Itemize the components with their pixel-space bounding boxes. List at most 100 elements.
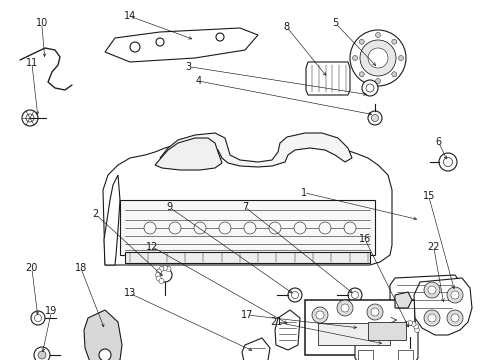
- Circle shape: [341, 304, 349, 312]
- Circle shape: [38, 351, 46, 359]
- Circle shape: [337, 300, 353, 316]
- Circle shape: [367, 304, 383, 320]
- Circle shape: [451, 291, 459, 299]
- Polygon shape: [242, 338, 270, 360]
- Circle shape: [404, 321, 409, 327]
- Circle shape: [144, 222, 156, 234]
- Text: 8: 8: [284, 22, 290, 32]
- Circle shape: [371, 308, 379, 316]
- Circle shape: [392, 72, 397, 77]
- Circle shape: [408, 320, 413, 325]
- Circle shape: [292, 292, 298, 298]
- Circle shape: [312, 307, 328, 323]
- Text: 6: 6: [436, 137, 441, 147]
- Circle shape: [366, 84, 374, 92]
- Circle shape: [169, 222, 181, 234]
- Text: 15: 15: [422, 191, 435, 201]
- Circle shape: [99, 349, 111, 360]
- Text: 3: 3: [186, 62, 192, 72]
- Circle shape: [428, 286, 436, 294]
- Polygon shape: [120, 200, 375, 255]
- Bar: [368, 322, 406, 340]
- Circle shape: [269, 222, 281, 234]
- Text: 16: 16: [359, 234, 371, 244]
- Polygon shape: [414, 278, 472, 335]
- Circle shape: [156, 38, 164, 46]
- Circle shape: [31, 311, 45, 325]
- Text: 22: 22: [427, 242, 440, 252]
- Text: 7: 7: [242, 202, 248, 212]
- Circle shape: [415, 328, 419, 333]
- Circle shape: [351, 292, 359, 298]
- Circle shape: [34, 315, 42, 321]
- Text: 19: 19: [46, 306, 58, 316]
- Circle shape: [424, 282, 440, 298]
- Circle shape: [451, 314, 459, 322]
- Polygon shape: [395, 292, 412, 308]
- Polygon shape: [84, 310, 122, 360]
- Polygon shape: [275, 310, 300, 350]
- Polygon shape: [390, 275, 460, 315]
- Polygon shape: [125, 252, 370, 263]
- Circle shape: [392, 39, 397, 44]
- Circle shape: [216, 33, 224, 41]
- Circle shape: [294, 222, 306, 234]
- Text: 14: 14: [124, 11, 136, 21]
- Circle shape: [316, 311, 324, 319]
- Text: 10: 10: [36, 18, 48, 28]
- Circle shape: [375, 32, 381, 37]
- Circle shape: [411, 321, 416, 327]
- Circle shape: [166, 266, 171, 271]
- Circle shape: [352, 55, 358, 60]
- Polygon shape: [103, 142, 392, 265]
- Circle shape: [447, 310, 463, 326]
- Polygon shape: [155, 138, 222, 170]
- Circle shape: [34, 347, 50, 360]
- Circle shape: [371, 114, 378, 122]
- Circle shape: [319, 222, 331, 234]
- Bar: [318, 323, 390, 345]
- Polygon shape: [306, 62, 350, 95]
- Text: 1: 1: [301, 188, 307, 198]
- Circle shape: [26, 114, 34, 122]
- Circle shape: [368, 48, 388, 68]
- Text: 18: 18: [75, 263, 87, 273]
- Circle shape: [159, 279, 164, 284]
- Circle shape: [156, 269, 161, 274]
- Circle shape: [403, 323, 417, 337]
- Text: 2: 2: [93, 209, 98, 219]
- Polygon shape: [160, 133, 352, 167]
- Circle shape: [428, 314, 436, 322]
- Circle shape: [360, 40, 396, 76]
- Circle shape: [362, 80, 378, 96]
- Text: 13: 13: [124, 288, 136, 298]
- Circle shape: [447, 287, 463, 303]
- Circle shape: [155, 273, 161, 278]
- Circle shape: [288, 288, 302, 302]
- Circle shape: [22, 110, 38, 126]
- Circle shape: [414, 324, 418, 329]
- Circle shape: [194, 222, 206, 234]
- Bar: [305, 300, 415, 355]
- Circle shape: [375, 78, 381, 84]
- Circle shape: [398, 55, 403, 60]
- Circle shape: [244, 222, 256, 234]
- Circle shape: [424, 310, 440, 326]
- Circle shape: [368, 111, 382, 125]
- Polygon shape: [105, 28, 258, 62]
- Circle shape: [348, 288, 362, 302]
- Polygon shape: [355, 325, 418, 360]
- Circle shape: [401, 324, 406, 329]
- Bar: [358, 350, 373, 360]
- Polygon shape: [104, 175, 120, 265]
- Text: 20: 20: [25, 263, 38, 273]
- Circle shape: [156, 276, 161, 281]
- Circle shape: [219, 222, 231, 234]
- Circle shape: [439, 153, 457, 171]
- Circle shape: [344, 222, 356, 234]
- Circle shape: [130, 42, 140, 52]
- Text: 12: 12: [146, 242, 158, 252]
- Text: 21: 21: [270, 317, 283, 327]
- Circle shape: [163, 266, 168, 270]
- Text: 17: 17: [241, 310, 254, 320]
